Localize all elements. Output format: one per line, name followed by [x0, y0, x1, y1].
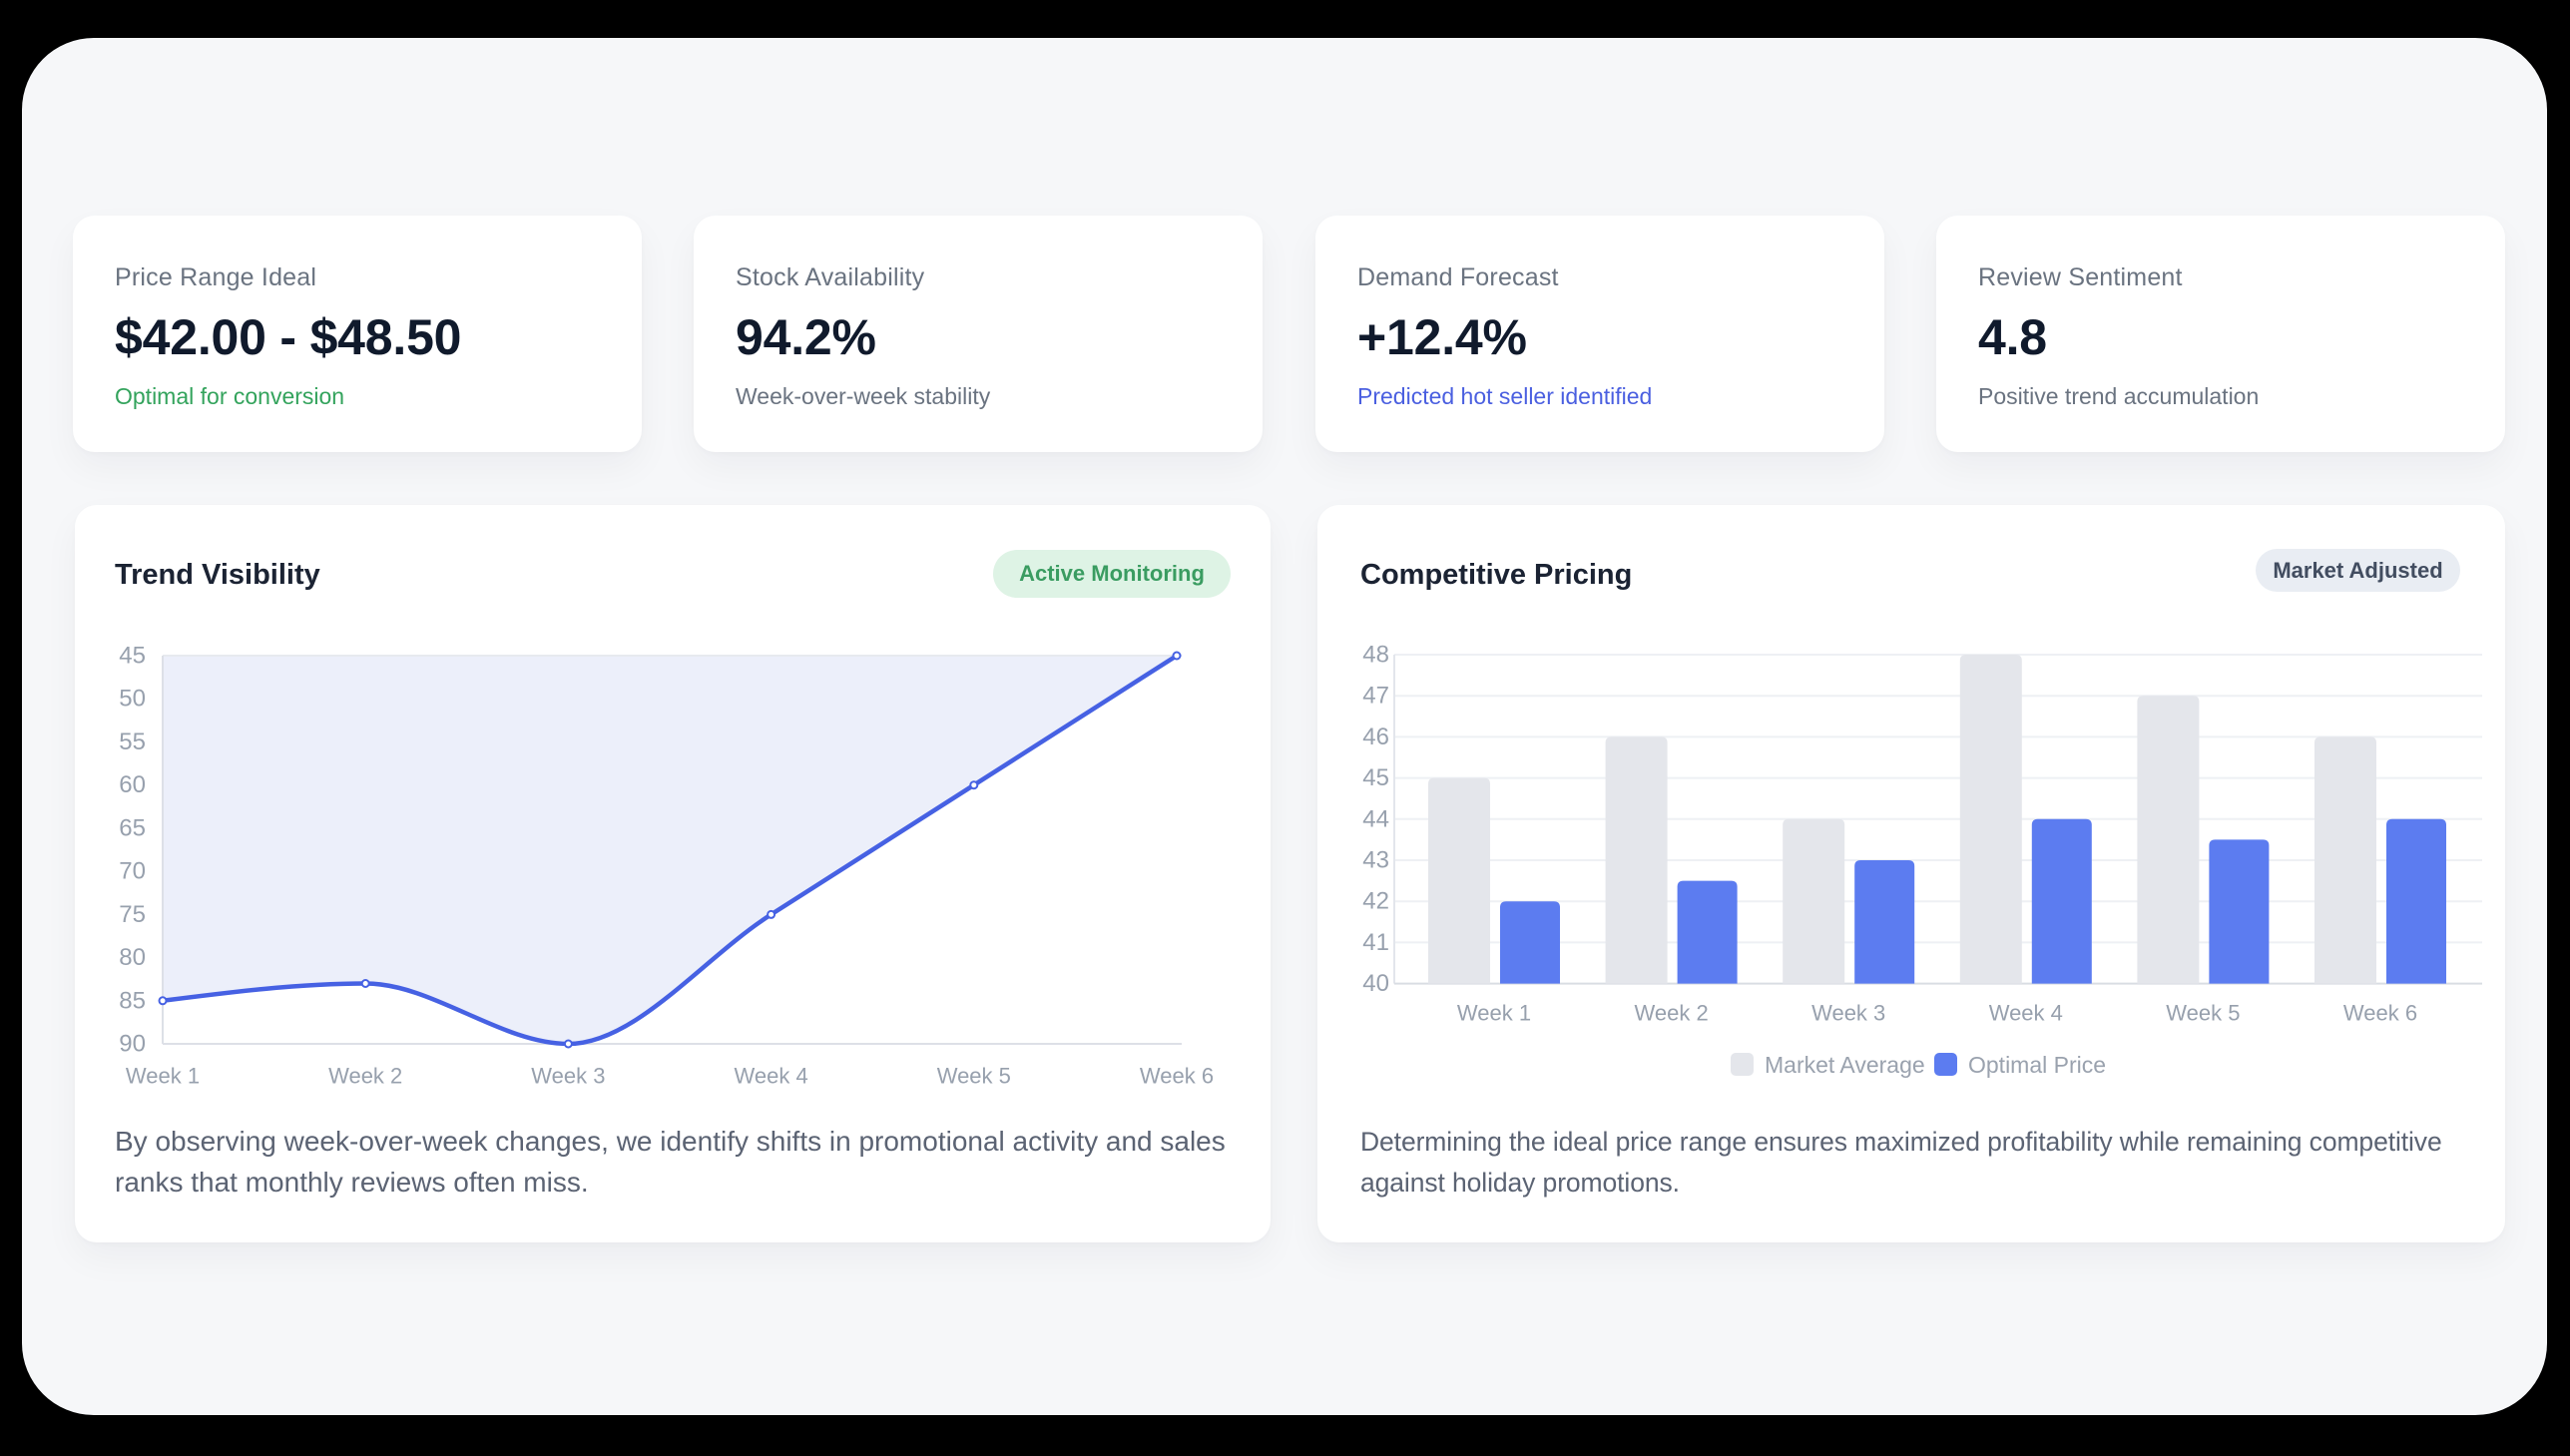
svg-text:Week 5: Week 5 [2166, 1001, 2240, 1026]
svg-text:Optimal Price: Optimal Price [1968, 1052, 2106, 1078]
svg-text:60: 60 [119, 771, 146, 798]
svg-text:75: 75 [119, 901, 146, 928]
svg-text:80: 80 [119, 944, 146, 971]
svg-text:Week 1: Week 1 [126, 1064, 200, 1089]
svg-text:Week 1: Week 1 [1457, 1001, 1531, 1026]
svg-text:65: 65 [119, 814, 146, 841]
svg-text:50: 50 [119, 686, 146, 713]
svg-text:45: 45 [119, 643, 146, 670]
svg-text:45: 45 [1362, 764, 1389, 791]
svg-text:41: 41 [1362, 929, 1389, 956]
svg-text:85: 85 [119, 987, 146, 1014]
svg-text:48: 48 [1362, 642, 1389, 669]
svg-text:Week 2: Week 2 [328, 1064, 402, 1089]
svg-text:43: 43 [1362, 847, 1389, 874]
svg-text:Week 6: Week 6 [2343, 1001, 2417, 1026]
svg-text:40: 40 [1362, 970, 1389, 997]
svg-text:Week 2: Week 2 [1635, 1001, 1709, 1026]
svg-text:Week 3: Week 3 [1811, 1001, 1885, 1026]
svg-text:70: 70 [119, 858, 146, 885]
svg-text:Market Average: Market Average [1765, 1052, 1925, 1078]
svg-text:90: 90 [119, 1031, 146, 1058]
svg-text:Week 4: Week 4 [735, 1064, 808, 1089]
svg-text:Week 6: Week 6 [1140, 1064, 1214, 1089]
svg-text:47: 47 [1362, 683, 1389, 710]
svg-text:Week 5: Week 5 [937, 1064, 1011, 1089]
svg-text:55: 55 [119, 728, 146, 755]
svg-text:42: 42 [1362, 888, 1389, 915]
svg-text:46: 46 [1362, 724, 1389, 750]
svg-text:Week 4: Week 4 [1989, 1001, 2063, 1026]
svg-text:Week 3: Week 3 [531, 1064, 605, 1089]
svg-text:44: 44 [1362, 805, 1389, 832]
